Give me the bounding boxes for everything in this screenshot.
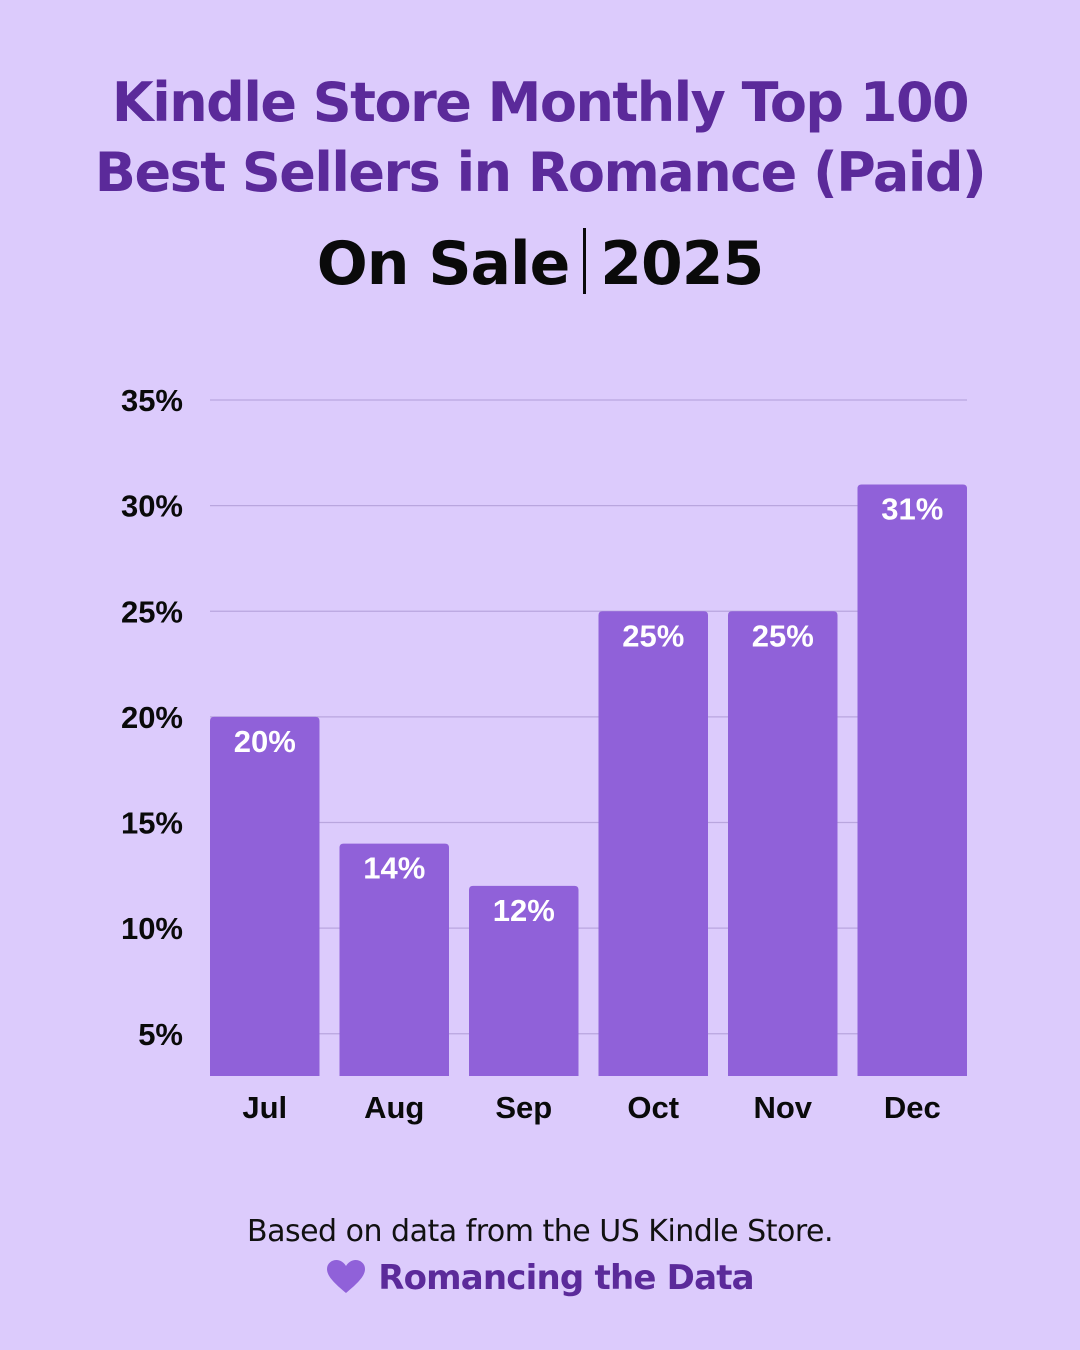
heart-icon [327, 1260, 366, 1293]
data-label: 12% [493, 893, 555, 928]
footer-note: Based on data from the US Kindle Store. [246, 1214, 834, 1249]
chart-subtitle: On Sale 2025 [0, 226, 1080, 302]
y-tick-label: 5% [138, 1017, 183, 1052]
y-tick-label: 30% [121, 489, 183, 524]
data-label: 20% [234, 724, 296, 759]
data-label: 14% [363, 851, 425, 886]
bar [598, 611, 708, 1076]
y-tick-label: 20% [121, 700, 183, 735]
y-tick-label: 35% [121, 383, 183, 418]
brand-name: Romancing the Data [378, 1258, 754, 1298]
subtitle-divider [583, 228, 587, 294]
data-label: 25% [752, 618, 814, 653]
data-label: 31% [881, 492, 943, 527]
data-label: 25% [622, 618, 684, 653]
subtitle-year: 2025 [600, 229, 764, 299]
x-tick-label: Sep [495, 1090, 552, 1125]
bar [728, 611, 838, 1076]
x-tick-label: Oct [627, 1090, 679, 1125]
subtitle-left: On Sale [316, 229, 571, 299]
title-line-1: Kindle Store Monthly Top 100 [111, 71, 970, 134]
y-tick-label: 25% [121, 594, 183, 629]
x-tick-label: Nov [753, 1090, 812, 1125]
x-tick-label: Jul [242, 1090, 287, 1125]
y-tick-label: 15% [121, 806, 183, 841]
brand: Romancing the Data [0, 1258, 1080, 1298]
x-tick-label: Dec [884, 1090, 941, 1125]
bar [469, 885, 579, 1076]
y-tick-label: 10% [121, 911, 183, 946]
bar [339, 843, 449, 1076]
x-tick-label: Aug [364, 1090, 424, 1125]
chart-title: Kindle Store Monthly Top 100 Best Seller… [0, 68, 1080, 208]
title-line-2: Best Sellers in Romance (Paid) [94, 141, 987, 204]
bar [210, 716, 320, 1076]
bar [857, 484, 967, 1076]
